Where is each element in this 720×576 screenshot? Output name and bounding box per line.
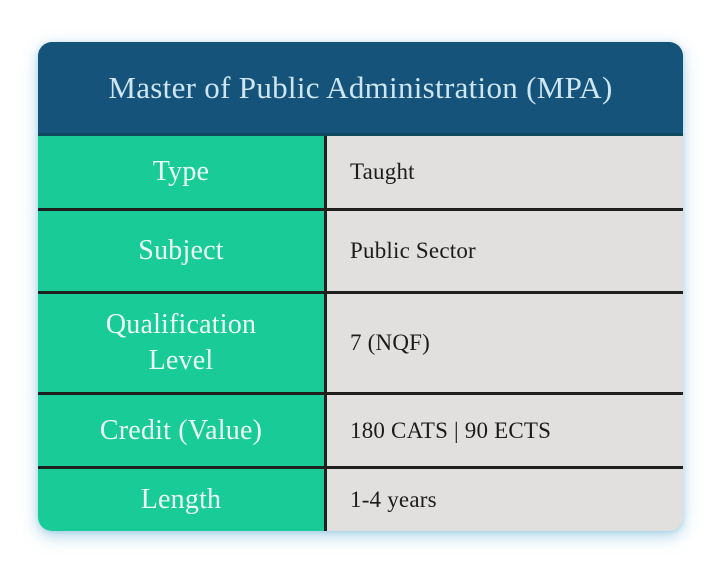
row-value: Public Sector xyxy=(350,238,476,263)
table-row-credit-value: Credit (Value) 180 CATS | 90 ECTS xyxy=(38,392,683,466)
value-cell-subject: Public Sector xyxy=(327,211,683,291)
row-value: 7 (NQF) xyxy=(350,330,430,355)
row-value: Taught xyxy=(350,159,415,184)
value-cell-length: 1-4 years xyxy=(327,469,683,531)
label-cell-credit-value: Credit (Value) xyxy=(38,395,327,466)
table-row-subject: Subject Public Sector xyxy=(38,208,683,291)
row-label: Qualification Level xyxy=(105,309,257,376)
row-label: Subject xyxy=(138,235,224,267)
program-title: Master of Public Administration (MPA) xyxy=(108,69,613,105)
table-row-length: Length 1-4 years xyxy=(38,466,683,531)
label-cell-length: Length xyxy=(38,469,327,531)
value-cell-qualification-level: 7 (NQF) xyxy=(327,294,683,392)
row-value: 1-4 years xyxy=(350,487,437,512)
table-row-type: Type Taught xyxy=(38,136,683,208)
row-label: Length xyxy=(140,484,222,516)
value-cell-credit-value: 180 CATS | 90 ECTS xyxy=(327,395,683,466)
program-info-card: Master of Public Administration (MPA) Ty… xyxy=(38,42,683,531)
label-cell-qualification-level: Qualification Level xyxy=(38,294,327,392)
label-cell-subject: Subject xyxy=(38,211,327,291)
row-label: Type xyxy=(152,156,210,188)
value-cell-type: Taught xyxy=(327,136,683,208)
table-row-qualification-level: Qualification Level 7 (NQF) xyxy=(38,291,683,392)
label-cell-type: Type xyxy=(38,136,327,208)
row-label: Credit (Value) xyxy=(99,414,263,446)
card-header: Master of Public Administration (MPA) xyxy=(38,42,683,136)
row-value: 180 CATS | 90 ECTS xyxy=(350,417,552,443)
